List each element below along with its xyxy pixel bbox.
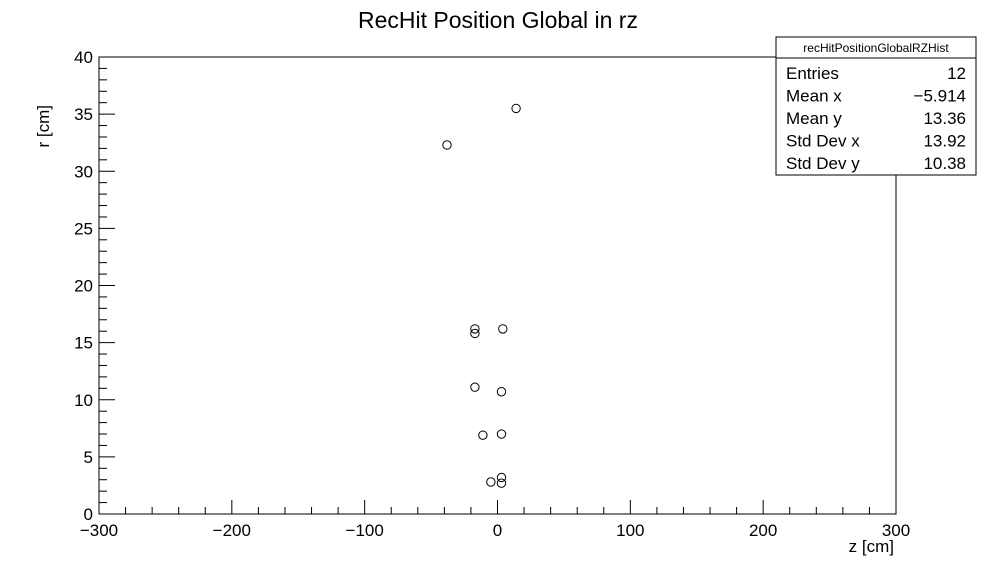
y-tick-label: 35 xyxy=(74,105,93,124)
data-points xyxy=(442,103,521,488)
x-tick-label: 300 xyxy=(882,521,910,540)
data-point xyxy=(442,140,452,150)
data-point xyxy=(470,328,480,339)
chart-title: RecHit Position Global in rz xyxy=(358,7,638,33)
data-point xyxy=(496,472,507,483)
y-tick-label: 25 xyxy=(74,219,93,238)
data-point xyxy=(478,430,488,440)
stats-row-value: −5.914 xyxy=(914,87,966,106)
y-tick-label: 5 xyxy=(84,448,93,467)
y-tick-label: 10 xyxy=(74,391,93,410)
stats-row-label: Std Dev y xyxy=(786,154,860,173)
stats-box: recHitPositionGlobalRZHist Entries 12 Mean… xyxy=(775,36,977,176)
stats-row-value: 12 xyxy=(947,64,966,83)
y-tick-label: 20 xyxy=(74,277,93,296)
x-tick-label: −100 xyxy=(346,521,384,540)
data-point xyxy=(496,387,507,397)
data-point xyxy=(470,324,480,334)
y-tick-label: 30 xyxy=(74,162,93,181)
x-tick-label: 200 xyxy=(749,521,777,540)
y-axis-label: r [cm] xyxy=(34,105,53,148)
stats-row-label: Mean y xyxy=(786,109,842,128)
x-tick-label: −300 xyxy=(80,521,118,540)
data-point xyxy=(498,324,508,334)
x-axis-label: z [cm] xyxy=(849,537,894,556)
data-point xyxy=(486,477,496,487)
data-point xyxy=(470,382,480,392)
stats-box-title: recHitPositionGlobalRZHist xyxy=(803,41,949,55)
stats-row-value: 13.36 xyxy=(923,109,966,128)
x-tick-label: 0 xyxy=(493,521,502,540)
stats-box-frame xyxy=(775,36,977,176)
x-tick-label: 100 xyxy=(616,521,644,540)
data-point xyxy=(496,429,507,439)
data-point xyxy=(511,103,521,114)
x-tick-label: −200 xyxy=(213,521,251,540)
stats-row-value: 10.38 xyxy=(923,154,966,173)
y-axis: 0 5 10 15 20 25 30 35 40 xyxy=(74,48,115,524)
stats-row-label: Std Dev x xyxy=(786,132,860,151)
stats-row-label: Mean x xyxy=(786,87,842,106)
data-point xyxy=(496,478,507,488)
y-tick-label: 40 xyxy=(74,48,93,67)
y-tick-label: 15 xyxy=(74,334,93,353)
y-tick-label: 0 xyxy=(84,505,93,524)
x-axis: −300 −200 −100 0 100 200 300 xyxy=(80,500,910,540)
stats-rows: Entries 12 Mean x −5.914 Mean y 13.36 Std Dev … xyxy=(786,64,966,173)
stats-row-label: Entries xyxy=(786,64,839,83)
stats-row-value: 13.92 xyxy=(923,132,966,151)
